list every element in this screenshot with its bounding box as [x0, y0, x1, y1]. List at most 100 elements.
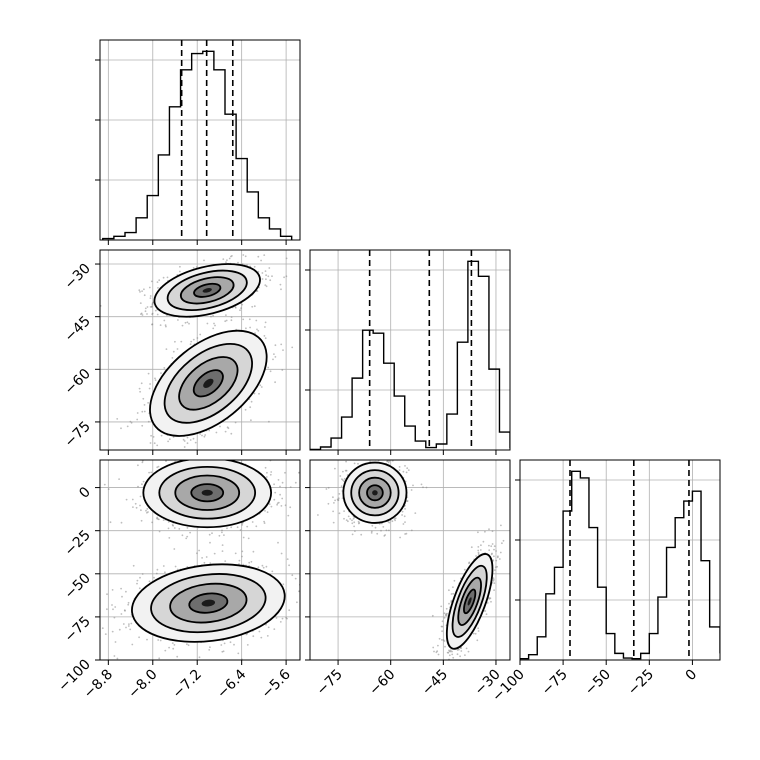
scatter-point [139, 495, 142, 498]
scatter-point [127, 603, 130, 606]
scatter-point [448, 602, 450, 605]
scatter-point [199, 433, 202, 435]
histogram-panel-2 [515, 459, 721, 665]
scatter-point [156, 281, 159, 283]
scatter-point [103, 483, 106, 486]
scatter-point [187, 644, 190, 647]
scatter-point [230, 432, 233, 435]
scatter-point [229, 641, 232, 644]
x-tick-label: −75 [314, 667, 346, 699]
scatter-point [266, 511, 269, 514]
scatter-point [203, 435, 206, 438]
scatter-point [343, 510, 345, 512]
scatter-point [141, 290, 144, 292]
scatter-point [162, 519, 165, 521]
scatter-point [111, 630, 114, 633]
scatter-point [221, 550, 224, 552]
scatter-point [265, 278, 267, 281]
scatter-point [296, 601, 298, 604]
scatter-point [268, 420, 270, 423]
scatter-point [101, 627, 104, 630]
scatter-point [461, 673, 463, 675]
scatter-point [406, 500, 409, 502]
scatter-point [495, 550, 497, 552]
scatter-point [264, 321, 267, 324]
scatter-point [121, 463, 123, 465]
scatter-point [449, 649, 452, 651]
contour-line [153, 263, 261, 318]
scatter-point [250, 560, 253, 563]
scatter-point [249, 406, 252, 409]
scatter-point [132, 564, 135, 567]
scatter-point [343, 517, 345, 520]
scatter-point [186, 643, 188, 646]
scatter-point [138, 387, 141, 390]
scatter-point [149, 383, 152, 385]
scatter-point [248, 318, 251, 321]
scatter-point [353, 462, 356, 465]
scatter-point [242, 254, 245, 256]
scatter-point [136, 582, 138, 585]
scatter-point [221, 544, 224, 546]
scatter-point [241, 524, 244, 526]
scatter-point [249, 326, 252, 329]
scatter-point [208, 429, 211, 432]
scatter-point [450, 593, 453, 595]
scatter-point [260, 636, 263, 639]
scatter-point [126, 425, 129, 428]
scatter-point [444, 614, 447, 617]
scatter-point [127, 625, 130, 627]
scatter-point [145, 509, 147, 512]
scatter-point [491, 543, 494, 545]
y-tick-label: −50 [62, 570, 94, 602]
scatter-point [127, 623, 130, 625]
scatter-point [157, 461, 159, 463]
scatter-point [168, 537, 171, 539]
scatter-point [157, 465, 160, 468]
scatter-point [161, 454, 163, 456]
scatter-point [162, 276, 165, 279]
scatter-point [248, 561, 251, 564]
scatter-point [239, 529, 242, 531]
scatter-point [255, 319, 258, 322]
scatter-point [226, 455, 228, 457]
scatter-point [492, 559, 495, 562]
scatter-point [490, 545, 493, 548]
scatter-point [477, 553, 480, 556]
scatter-point [150, 280, 153, 283]
scatter-point [181, 456, 183, 458]
scatter-point [446, 665, 448, 667]
contour-line [342, 461, 408, 524]
scatter-point [264, 284, 267, 286]
scatter-point [425, 486, 428, 489]
scatter-point [280, 343, 283, 346]
scatter-point [493, 545, 496, 548]
scatter-point [444, 645, 446, 648]
scatter-point [159, 639, 162, 642]
scatter-point [137, 464, 139, 467]
scatter-point [303, 489, 305, 491]
scatter-point [282, 583, 285, 586]
scatter-point [280, 505, 283, 507]
panel-frame [99, 249, 301, 451]
scatter-point [265, 274, 267, 277]
scatter-point [141, 573, 144, 575]
scatter-point [226, 527, 228, 530]
scatter-point [263, 254, 266, 256]
scatter-point [141, 314, 144, 316]
scatter-point [448, 654, 451, 657]
scatter-point [493, 548, 495, 551]
scatter-point [402, 470, 405, 473]
scatter-point [422, 486, 424, 489]
scatter-point [345, 519, 348, 521]
scatter-point [440, 625, 443, 628]
scatter-point [467, 650, 470, 653]
y-tick-label: −75 [62, 418, 94, 450]
scatter-point [131, 643, 134, 646]
scatter-point [215, 431, 218, 434]
scatter-point [372, 451, 374, 453]
histogram-steps-0 [102, 50, 293, 240]
scatter-point [267, 366, 270, 369]
scatter-point [198, 656, 201, 659]
scatter-point [149, 297, 152, 299]
